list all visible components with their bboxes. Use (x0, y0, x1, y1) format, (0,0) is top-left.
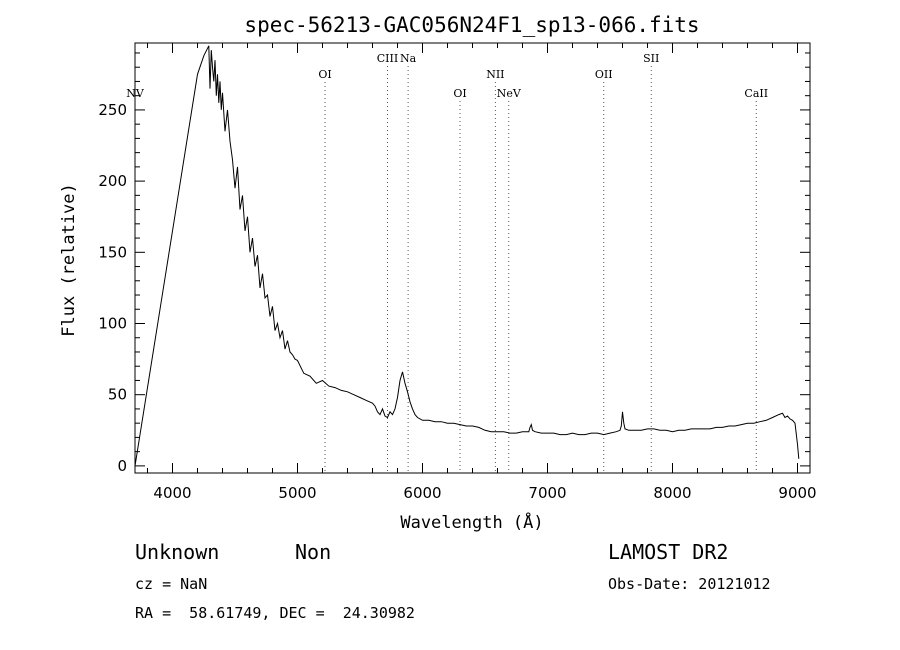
line-marker-label: OI (453, 87, 466, 100)
spectrum-line (134, 45, 800, 466)
survey-label: LAMOST DR2 (608, 540, 729, 564)
line-marker-label: NII (486, 68, 504, 81)
line-marker-label: CaII (744, 87, 768, 100)
y-tick-label: 0 (117, 457, 127, 475)
coordinates-text: RA = 58.61749, DEC = 24.30982 (135, 604, 415, 622)
line-marker-label: NeV (497, 87, 522, 100)
obs-date-text: Obs-Date: 20121012 (608, 575, 771, 593)
y-tick-label: 150 (98, 243, 127, 261)
subclass-label: Non (295, 540, 332, 564)
y-tick-label: 200 (98, 172, 127, 190)
plot-frame (134, 42, 811, 474)
x-tick-label: 5000 (278, 484, 316, 502)
redshift-text: cz = NaN (135, 575, 208, 593)
x-tick-label: 6000 (403, 484, 441, 502)
x-tick-label: 8000 (653, 484, 691, 502)
line-marker-label: NV (126, 87, 145, 100)
x-axis-label: Wavelength (Å) (400, 511, 543, 533)
line-marker-label: OII (595, 68, 613, 81)
x-tick-label: 4000 (153, 484, 191, 502)
class-label: Unknown (135, 540, 220, 564)
x-tick-label: 9000 (778, 484, 816, 502)
y-tick-label: 50 (108, 386, 127, 404)
line-markers: NV OI CIII Na OI NII NeV OII SII CaII (126, 52, 768, 473)
y-tick-label: 100 (98, 314, 127, 332)
line-marker-label: SII (643, 52, 659, 65)
y-tick-label: 250 (98, 101, 127, 119)
x-tick-label: 7000 (528, 484, 566, 502)
axis-ticks: 4000 5000 6000 7000 8000 9000 0 50 100 150 200 250 (98, 43, 817, 502)
line-marker-label: Na (400, 52, 417, 65)
line-marker-label: CIII (377, 52, 398, 65)
y-axis-label: Flux (relative) (59, 183, 79, 337)
chart-title: spec-56213-GAC056N24F1_sp13-066.fits (244, 13, 699, 37)
line-marker-label: OI (318, 68, 331, 81)
